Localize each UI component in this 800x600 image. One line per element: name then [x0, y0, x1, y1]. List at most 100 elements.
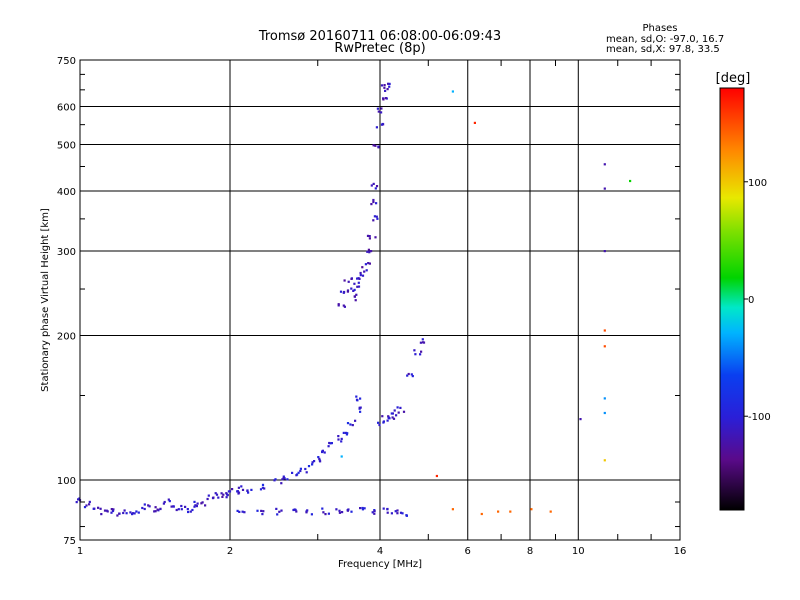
- data-point: [168, 500, 171, 503]
- data-point: [367, 262, 370, 265]
- y-tick-label: 400: [57, 187, 76, 198]
- data-point: [250, 488, 253, 491]
- data-point: [170, 505, 173, 508]
- data-point: [346, 289, 350, 292]
- data-point: [175, 508, 178, 512]
- data-point: [236, 509, 239, 512]
- data-point: [340, 455, 343, 458]
- data-point: [342, 291, 345, 294]
- x-axis-label: Frequency [MHz]: [338, 559, 422, 570]
- data-point: [286, 478, 289, 481]
- data-point: [327, 512, 330, 515]
- data-point: [110, 508, 113, 511]
- data-point: [294, 508, 297, 511]
- data-point: [342, 431, 345, 434]
- data-point: [177, 508, 180, 511]
- data-point: [225, 496, 228, 499]
- data-point: [374, 144, 377, 147]
- colorbar-tick-label: -100: [748, 412, 771, 423]
- data-point: [387, 416, 390, 419]
- data-point: [359, 397, 362, 400]
- data-point: [372, 144, 375, 147]
- data-point: [241, 488, 245, 491]
- data-point: [75, 501, 78, 504]
- data-point: [422, 341, 426, 344]
- data-point: [473, 121, 476, 124]
- data-point: [143, 503, 146, 506]
- data-point: [579, 418, 582, 421]
- data-point: [131, 512, 134, 515]
- data-point: [370, 250, 373, 253]
- stats-x: mean, sd,X: 97.8, 33.5: [606, 44, 720, 55]
- data-point: [88, 503, 91, 506]
- data-point: [374, 236, 377, 239]
- data-point: [392, 417, 396, 420]
- data-point: [357, 281, 360, 284]
- data-point: [137, 511, 140, 514]
- data-point: [396, 406, 399, 409]
- data-point: [381, 415, 384, 418]
- data-point: [350, 277, 353, 280]
- data-point: [356, 285, 359, 288]
- y-tick-label: 100: [57, 476, 76, 487]
- data-point: [357, 285, 361, 288]
- data-point: [324, 513, 327, 516]
- data-point: [187, 510, 190, 514]
- data-point: [342, 304, 345, 307]
- data-point: [451, 508, 454, 511]
- data-point: [414, 353, 417, 356]
- data-point: [307, 465, 311, 468]
- data-point: [214, 492, 217, 495]
- data-point: [401, 512, 404, 515]
- data-point: [344, 431, 348, 434]
- data-point: [370, 184, 373, 187]
- data-point: [85, 504, 88, 507]
- data-point: [147, 504, 150, 507]
- y-tick-label: 600: [57, 103, 76, 114]
- data-point: [103, 509, 107, 512]
- data-point: [337, 435, 340, 438]
- data-point: [405, 514, 408, 517]
- data-point: [480, 512, 483, 516]
- data-point: [395, 414, 398, 417]
- data-point: [387, 82, 390, 85]
- data-point: [391, 416, 394, 419]
- data-point: [383, 86, 386, 89]
- data-point: [377, 110, 380, 113]
- data-point: [217, 496, 220, 499]
- data-point: [388, 85, 391, 88]
- colorbar-tick-label: 100: [748, 178, 767, 189]
- data-point: [238, 510, 241, 513]
- data-point: [246, 489, 249, 492]
- data-point: [509, 510, 512, 513]
- data-point: [355, 293, 358, 296]
- data-point: [319, 460, 322, 463]
- data-point: [259, 488, 263, 491]
- data-point: [374, 187, 377, 190]
- data-point: [278, 510, 281, 513]
- data-point: [421, 338, 424, 341]
- data-point: [364, 263, 367, 266]
- data-point: [382, 98, 385, 101]
- data-point: [123, 509, 126, 512]
- x-tick-label: 1: [77, 546, 83, 557]
- data-point: [191, 508, 194, 512]
- data-point: [361, 506, 364, 510]
- data-point: [338, 511, 341, 514]
- data-point: [225, 492, 228, 495]
- data-point: [419, 353, 422, 356]
- data-point: [189, 510, 192, 513]
- data-point: [116, 514, 119, 517]
- data-point: [226, 493, 229, 496]
- data-point: [323, 451, 326, 454]
- data-point: [413, 349, 416, 352]
- x-tick-label: 2: [227, 546, 233, 557]
- data-point: [304, 467, 307, 471]
- data-point: [380, 84, 384, 87]
- stats-o: mean, sd,O: -97.0, 16.7: [606, 34, 724, 45]
- x-tick-label: 8: [527, 546, 533, 557]
- data-point: [335, 508, 338, 511]
- data-point: [196, 502, 199, 505]
- data-point: [382, 507, 385, 510]
- data-point: [337, 304, 340, 307]
